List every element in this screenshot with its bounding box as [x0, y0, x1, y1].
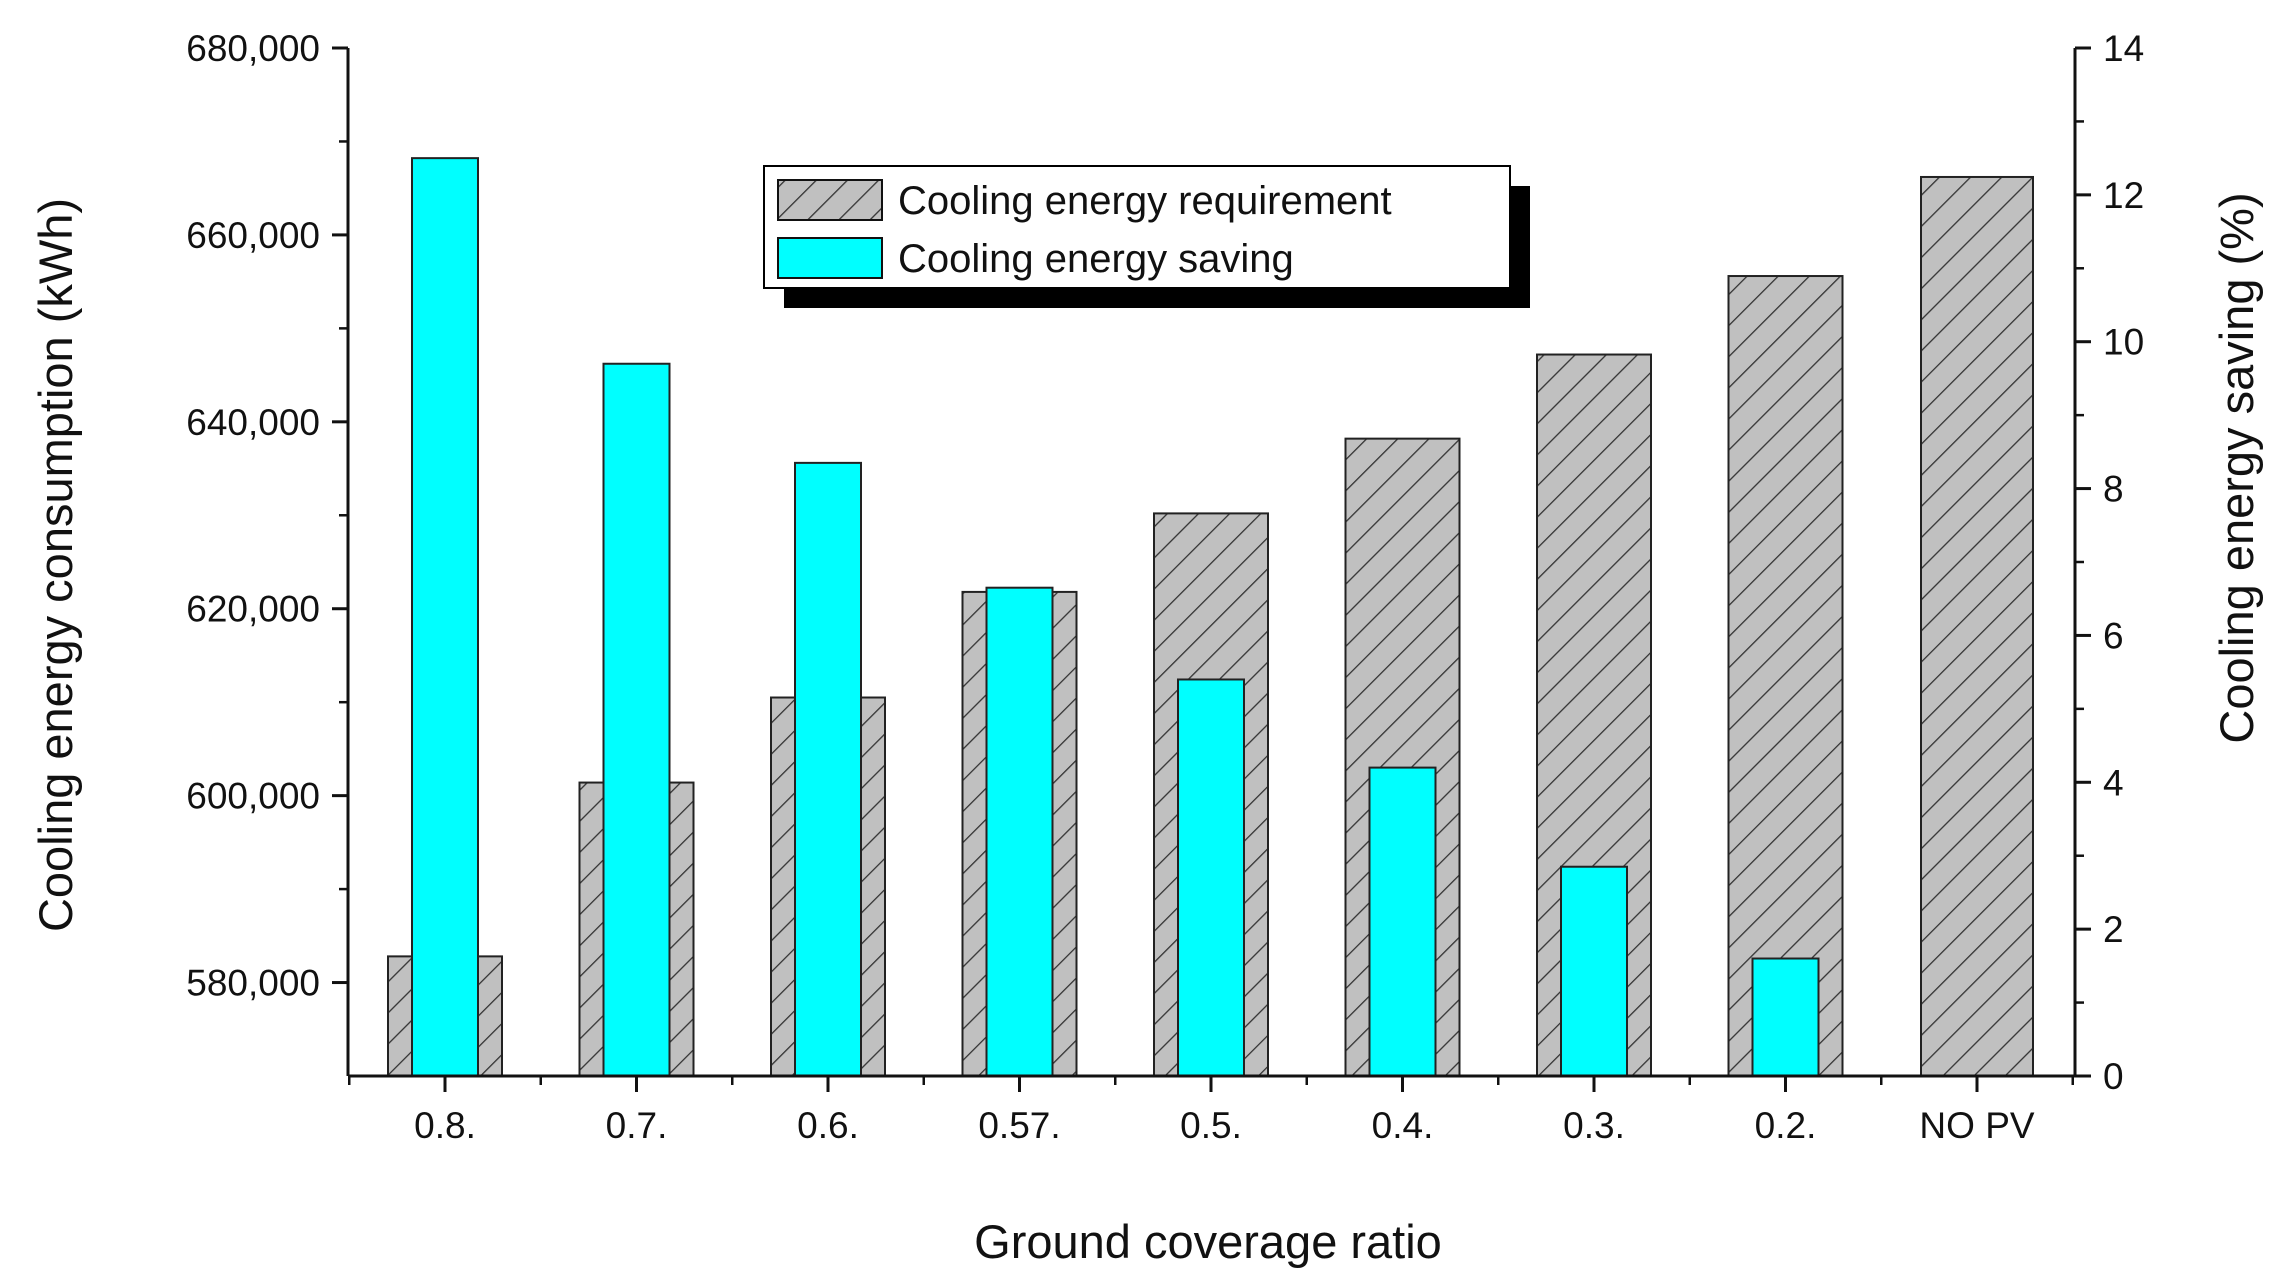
saving-bar-5 [1177, 678, 1245, 1077]
right-tick-label-4: 6 [2103, 615, 2124, 656]
saving-bar-1 [411, 157, 479, 1077]
legend-label-saving: Cooling energy saving [898, 237, 1294, 281]
left-y-axis-title: Cooling energy consumption (kWh) [29, 198, 82, 932]
ticks-layer [332, 46, 2091, 1092]
left-tick-label-1: 580,000 [186, 963, 320, 1004]
right-tick-label-2: 2 [2103, 909, 2124, 950]
right-tick-label-5: 8 [2103, 469, 2124, 510]
legend-box [763, 165, 1511, 289]
x-tick-label-4: 0.57. [978, 1105, 1060, 1146]
saving-bar-3 [794, 461, 862, 1078]
x-axis-title: Ground coverage ratio [974, 1215, 1442, 1268]
right-tick-label-8: 14 [2103, 28, 2144, 69]
bars-layer [387, 157, 2034, 1078]
legend-swatch-saving [777, 237, 883, 279]
saving-bar-8 [1751, 957, 1820, 1077]
right-tick-label-3: 4 [2103, 762, 2124, 803]
right-tick-label-6: 10 [2103, 322, 2144, 363]
saving-bar-2 [602, 362, 671, 1077]
legend-swatch-requirement [777, 179, 883, 221]
x-tick-label-9: NO PV [1919, 1105, 2034, 1146]
x-tick-label-2: 0.7. [606, 1105, 668, 1146]
legend: Cooling energy requirement Cooling energ… [763, 165, 1530, 308]
x-tick-label-7: 0.3. [1563, 1105, 1625, 1146]
left-tick-label-4: 640,000 [186, 402, 320, 443]
x-tick-label-8: 0.2. [1755, 1105, 1817, 1146]
saving-bar-6 [1368, 766, 1437, 1077]
requirement-bar-8 [1727, 275, 1844, 1077]
x-tick-label-3: 0.6. [797, 1105, 859, 1146]
legend-label-requirement: Cooling energy requirement [898, 179, 1392, 223]
saving-bar-4 [985, 586, 1054, 1077]
tick-labels-layer: 580,000 600,000 620,000 640,000 660,000 680,0… [186, 28, 2144, 1146]
x-tick-label-5: 0.5. [1180, 1105, 1242, 1146]
requirement-bar-9 [1920, 175, 2034, 1077]
left-tick-label-6: 680,000 [186, 28, 320, 69]
right-tick-label-1: 0 [2103, 1056, 2124, 1097]
left-tick-label-2: 600,000 [186, 776, 320, 817]
left-tick-label-3: 620,000 [186, 589, 320, 630]
x-tick-label-6: 0.4. [1372, 1105, 1434, 1146]
right-y-axis-title: Cooling energy saving (%) [2210, 192, 2263, 743]
left-tick-label-5: 660,000 [186, 215, 320, 256]
right-tick-label-7: 12 [2103, 175, 2144, 216]
saving-bar-7 [1560, 865, 1628, 1077]
x-tick-label-1: 0.8. [414, 1105, 476, 1146]
